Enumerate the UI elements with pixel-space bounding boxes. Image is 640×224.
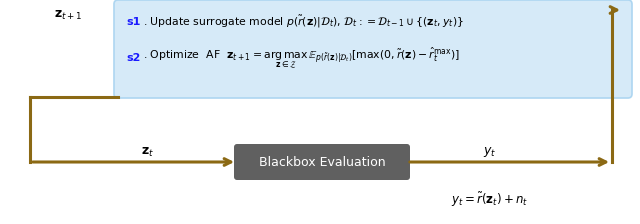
Text: Blackbox Evaluation: Blackbox Evaluation [259, 155, 385, 168]
FancyBboxPatch shape [234, 144, 410, 180]
Text: $y_t = \tilde{r}(\mathbf{z}_t) + n_t$: $y_t = \tilde{r}(\mathbf{z}_t) + n_t$ [451, 191, 529, 209]
Text: s1: s1 [126, 17, 140, 27]
Text: . Optimize  AF  $\mathbf{z}_{t+1} = \underset{\mathbf{z} \in \mathcal{Z}}{\arg\m: . Optimize AF $\mathbf{z}_{t+1} = \under… [143, 45, 460, 71]
Text: . Update surrogate model $p(\tilde{r}(\mathbf{z})|\mathcal{D}_t),\, \mathcal{D}_: . Update surrogate model $p(\tilde{r}(\m… [143, 14, 464, 30]
Text: $y_t$: $y_t$ [483, 145, 497, 159]
Text: s2: s2 [126, 53, 140, 63]
Text: $\mathbf{z}_{t}$: $\mathbf{z}_{t}$ [141, 145, 154, 159]
FancyBboxPatch shape [114, 0, 632, 98]
Text: $\mathbf{z}_{t+1}$: $\mathbf{z}_{t+1}$ [54, 9, 82, 22]
